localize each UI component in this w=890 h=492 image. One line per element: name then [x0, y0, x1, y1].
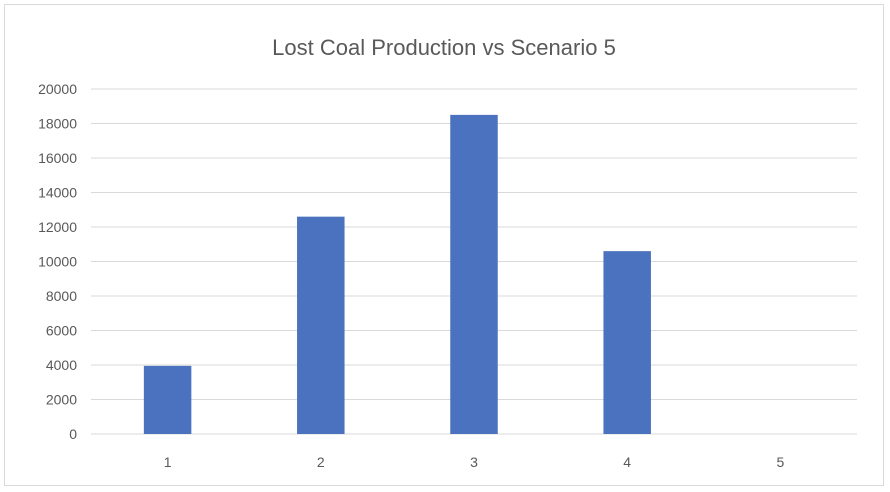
chart-title: Lost Coal Production vs Scenario 5	[272, 35, 616, 60]
bar-chart: Lost Coal Production vs Scenario 5 0 2000…	[38, 35, 857, 470]
bars	[143, 114, 651, 434]
bar-1	[143, 365, 192, 434]
y-tick-label: 20000	[38, 81, 77, 97]
y-tick-label: 16000	[38, 150, 77, 166]
x-tick-label: 1	[164, 454, 172, 470]
y-tick-label: 4000	[46, 357, 77, 373]
y-axis-tick-labels: 0 2000 4000 6000 8000 10000 12000 14000 16000 180…	[38, 81, 77, 442]
x-tick-label: 4	[623, 454, 631, 470]
x-axis-tick-labels: 1 2 3 4 5	[164, 454, 785, 470]
bar-3	[450, 114, 498, 434]
y-tick-label: 6000	[46, 323, 77, 339]
x-tick-label: 3	[470, 454, 478, 470]
y-tick-label: 0	[69, 426, 77, 442]
y-tick-label: 8000	[46, 288, 77, 304]
x-tick-label: 2	[317, 454, 325, 470]
y-tick-label: 2000	[46, 392, 77, 408]
y-tick-label: 12000	[38, 219, 77, 235]
y-tick-label: 10000	[38, 254, 77, 270]
y-tick-label: 14000	[38, 185, 77, 201]
x-tick-label: 5	[777, 454, 785, 470]
chart-frame: Lost Coal Production vs Scenario 5 0 2000…	[4, 4, 884, 486]
bar-2	[297, 216, 345, 434]
bar-4	[603, 251, 651, 434]
y-tick-label: 18000	[38, 116, 77, 132]
